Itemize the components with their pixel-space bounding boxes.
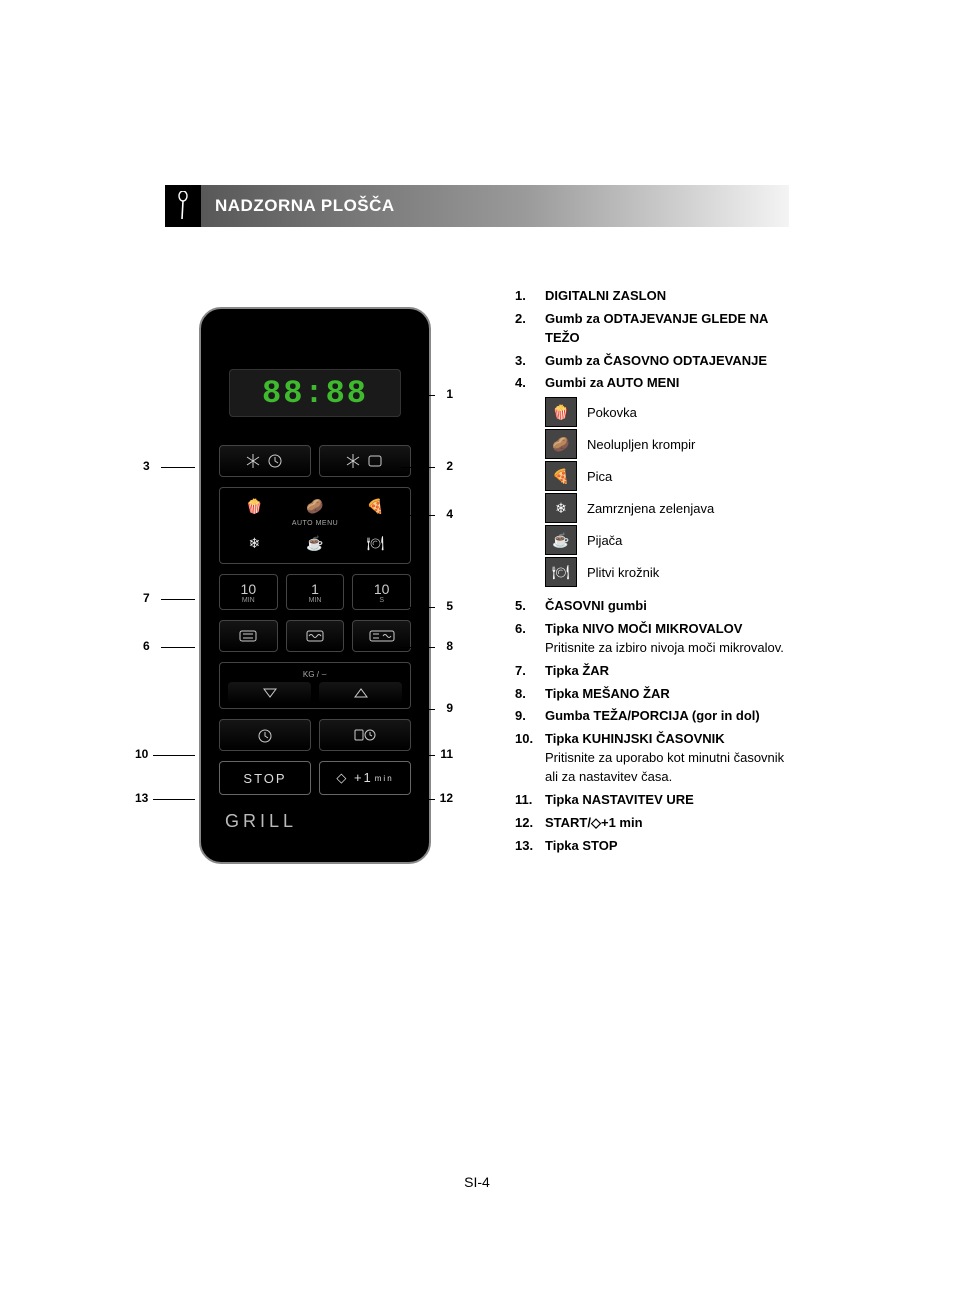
weight-up-button bbox=[319, 682, 402, 704]
desc-num: 11. bbox=[515, 791, 545, 810]
spoon-icon bbox=[165, 185, 201, 227]
desc-item: 5.ČASOVNI gumbi bbox=[515, 597, 789, 616]
desc-title: Gumba TEŽA/PORCIJA (gor in dol) bbox=[545, 708, 760, 723]
desc-subtitle: Pritisnite za uporabo kot minutni časovn… bbox=[545, 749, 789, 787]
desc-item: 3.Gumb za ČASOVNO ODTAJEVANJE bbox=[515, 352, 789, 371]
digital-display: 88:88 bbox=[229, 369, 401, 417]
menu-icon-row: 🥔 Neolupljen krompir bbox=[545, 429, 789, 459]
desc-item: 10.Tipka KUHINJSKI ČASOVNIK Pritisnite za… bbox=[515, 730, 789, 787]
menu-icon-row: ❄ Zamrznjena zelenjava bbox=[545, 493, 789, 523]
defrost-weight-button bbox=[319, 445, 411, 477]
desc-item: 8.Tipka MEŠANO ŽAR bbox=[515, 685, 789, 704]
stop-button: STOP bbox=[219, 761, 311, 795]
kg-label: KG / ⌣ bbox=[228, 669, 402, 680]
header: NADZORNA PLOŠČA bbox=[165, 185, 789, 227]
control-panel-diagram: 88:88 🍿 🥔 🍕 bbox=[165, 307, 465, 864]
desc-title: Tipka KUHINJSKI ČASOVNIK bbox=[545, 731, 725, 746]
menu-icon-label: Pijača bbox=[587, 533, 622, 548]
desc-title: Tipka STOP bbox=[545, 838, 618, 853]
desc-title: Gumb za ODTAJEVANJE GLEDE NA TEŽO bbox=[545, 311, 768, 345]
desc-num: 12. bbox=[515, 814, 545, 833]
menu-icon-label: Pica bbox=[587, 469, 612, 484]
desc-item: 6.Tipka NIVO MOČI MIKROVALOV Pritisnite z… bbox=[515, 620, 789, 658]
beverage-icon: ☕ bbox=[301, 531, 329, 555]
dinner-plate-icon: 🍽 bbox=[362, 531, 390, 555]
desc-num: 9. bbox=[515, 707, 545, 726]
time-10min-button: 10 MIN bbox=[219, 574, 278, 610]
desc-title: Gumbi za AUTO MENI bbox=[545, 375, 679, 390]
microwave-button bbox=[286, 620, 345, 652]
desc-title: START/◇+1 min bbox=[545, 815, 643, 830]
grill-brand-label: GRILL bbox=[225, 811, 411, 832]
desc-num: 2. bbox=[515, 310, 545, 348]
frozen-veg-icon: ❄ bbox=[240, 531, 268, 555]
auto-menu-label: AUTO MENU bbox=[228, 520, 402, 527]
menu-icon-label: Zamrznjena zelenjava bbox=[587, 501, 714, 516]
potato-icon: 🥔 bbox=[545, 429, 577, 459]
kitchen-timer-button bbox=[219, 719, 311, 751]
pizza-icon: 🍕 bbox=[545, 461, 577, 491]
descriptions: 1.DIGITALNI ZASLON2.Gumb za ODTAJEVANJE … bbox=[515, 287, 789, 864]
weight-down-button bbox=[228, 682, 311, 704]
desc-item: 13.Tipka STOP bbox=[515, 837, 789, 856]
desc-title: Tipka ŽAR bbox=[545, 663, 609, 678]
defrost-time-button bbox=[219, 445, 311, 477]
desc-item: 7.Tipka ŽAR bbox=[515, 662, 789, 681]
desc-num: 4. bbox=[515, 374, 545, 393]
popcorn-icon: 🍿 bbox=[240, 494, 268, 518]
desc-title: Tipka NASTAVITEV URE bbox=[545, 792, 694, 807]
menu-icon-row: ☕ Pijača bbox=[545, 525, 789, 555]
start-button: ◇ +1min bbox=[319, 761, 411, 795]
desc-num: 7. bbox=[515, 662, 545, 681]
desc-item: 12.START/◇+1 min bbox=[515, 814, 789, 833]
desc-item: 2.Gumb za ODTAJEVANJE GLEDE NA TEŽO bbox=[515, 310, 789, 348]
beverage-icon: ☕ bbox=[545, 525, 577, 555]
desc-title: Gumb za ČASOVNO ODTAJEVANJE bbox=[545, 353, 767, 368]
desc-num: 13. bbox=[515, 837, 545, 856]
desc-num: 3. bbox=[515, 352, 545, 371]
desc-item: 1.DIGITALNI ZASLON bbox=[515, 287, 789, 306]
page-title: NADZORNA PLOŠČA bbox=[201, 185, 789, 227]
desc-title: DIGITALNI ZASLON bbox=[545, 288, 666, 303]
menu-icon-row: 🍿 Pokovka bbox=[545, 397, 789, 427]
desc-num: 6. bbox=[515, 620, 545, 658]
potato-icon: 🥔 bbox=[301, 494, 329, 518]
dinner-plate-icon: 🍽 bbox=[545, 557, 577, 587]
desc-num: 10. bbox=[515, 730, 545, 787]
clock-set-button bbox=[319, 719, 411, 751]
grill-button bbox=[219, 620, 278, 652]
desc-subtitle: Pritisnite za izbiro nivoja moči mikrova… bbox=[545, 639, 789, 658]
desc-num: 5. bbox=[515, 597, 545, 616]
auto-menu-group: 🍿 🥔 🍕 AUTO MENU ❄ ☕ 🍽 bbox=[219, 487, 411, 564]
menu-icon-label: Neolupljen krompir bbox=[587, 437, 695, 452]
popcorn-icon: 🍿 bbox=[545, 397, 577, 427]
time-1min-button: 1 MIN bbox=[286, 574, 345, 610]
menu-icon-label: Pokovka bbox=[587, 405, 637, 420]
desc-item: 11.Tipka NASTAVITEV URE bbox=[515, 791, 789, 810]
frozen-veg-icon: ❄ bbox=[545, 493, 577, 523]
menu-icon-row: 🍕 Pica bbox=[545, 461, 789, 491]
desc-item: 9.Gumba TEŽA/PORCIJA (gor in dol) bbox=[515, 707, 789, 726]
desc-num: 8. bbox=[515, 685, 545, 704]
time-10s-button: 10 S bbox=[352, 574, 411, 610]
pizza-icon: 🍕 bbox=[362, 494, 390, 518]
desc-title: Tipka NIVO MOČI MIKROVALOV bbox=[545, 621, 742, 636]
menu-icon-row: 🍽 Plitvi krožnik bbox=[545, 557, 789, 587]
desc-title: ČASOVNI gumbi bbox=[545, 598, 647, 613]
desc-title: Tipka MEŠANO ŽAR bbox=[545, 686, 670, 701]
menu-icon-label: Plitvi krožnik bbox=[587, 565, 659, 580]
desc-item: 4.Gumbi za AUTO MENI bbox=[515, 374, 789, 393]
page-number: SI-4 bbox=[0, 1174, 954, 1190]
desc-num: 1. bbox=[515, 287, 545, 306]
